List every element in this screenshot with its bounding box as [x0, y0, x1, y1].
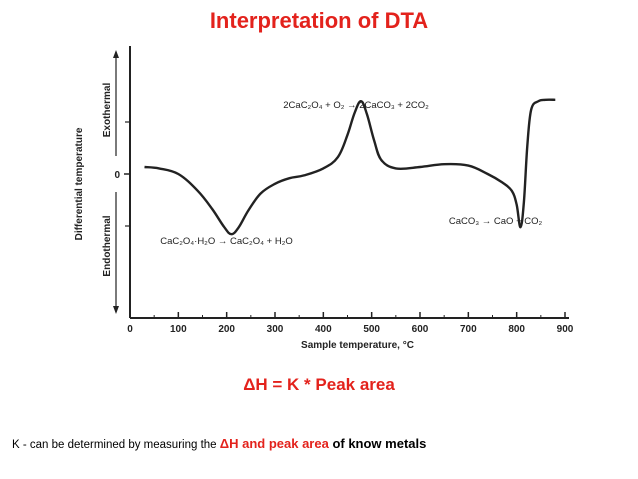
x-tick-label: 500 — [363, 324, 380, 335]
x-tick-label: 700 — [460, 324, 477, 335]
annotation-dehydration: CaC₂O₄·H₂O → CaC₂O₄ + H₂O — [160, 236, 293, 247]
k-note: K - can be determined by measuring the Δ… — [12, 436, 426, 451]
x-tick-label: 900 — [557, 324, 574, 335]
annotation-oxidation: 2CaC₂O₄ + O₂ → 2CaCO₃ + 2CO₂ — [283, 100, 429, 111]
dta-chart: 0 100 200 300 400 500 600 700 800 900 Sample tempe… — [74, 46, 574, 351]
x-tick-label: 800 — [508, 324, 525, 335]
endothermal-label: Endothermal — [102, 215, 113, 276]
k-note-prefix: K - can be determined by measuring the — [12, 439, 220, 451]
enthalpy-formula: ΔH = K * Peak area — [243, 375, 395, 394]
dta-curve-line — [144, 98, 556, 236]
x-tick-label: 600 — [412, 324, 429, 335]
exothermal-arrow-head — [113, 50, 119, 58]
y-zero-label: 0 — [114, 170, 120, 181]
k-note-suffix: of know metals — [328, 436, 427, 451]
annotation-decarbonation: CaCO₃ → CaO + CO₂ — [449, 216, 543, 227]
x-tick-label: 400 — [315, 324, 332, 335]
y-axis-label: Differential temperature — [74, 127, 85, 240]
x-tick-label: 100 — [170, 324, 187, 335]
exothermal-label: Exothermal — [102, 83, 113, 138]
x-tick-label: 300 — [267, 324, 284, 335]
k-note-highlight: ΔH and peak area — [219, 436, 329, 451]
x-tick-label: 0 — [127, 324, 133, 335]
x-tick-label: 200 — [218, 324, 235, 335]
slide-title: Interpretation of DTA — [209, 8, 429, 33]
endothermal-arrow-head — [113, 306, 119, 314]
x-axis-label: Sample temperature, °C — [301, 340, 414, 351]
